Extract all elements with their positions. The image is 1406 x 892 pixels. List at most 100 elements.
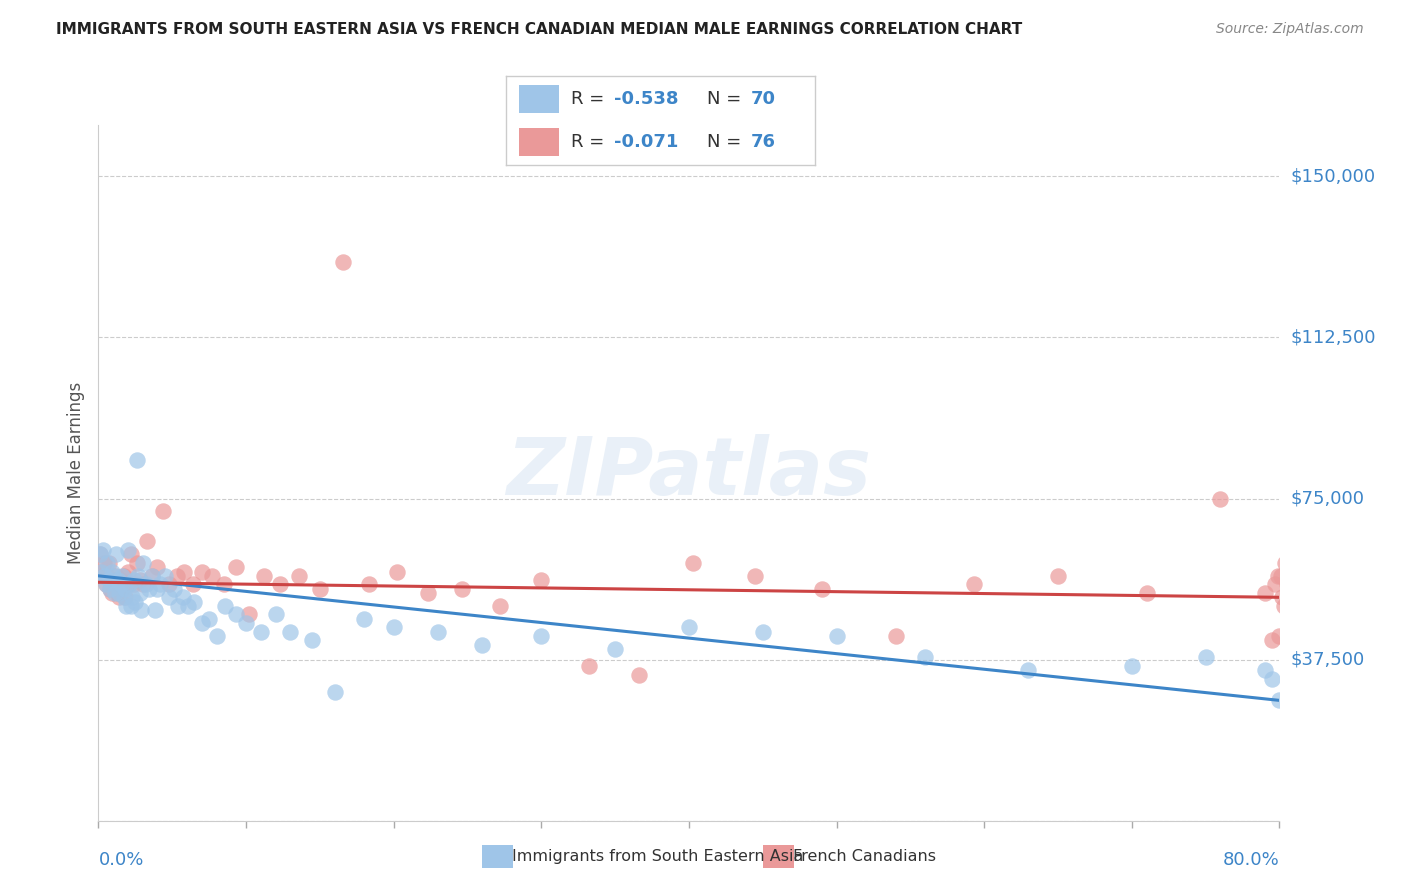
Point bbox=[111, 582, 134, 596]
Point bbox=[115, 599, 138, 613]
Point bbox=[115, 577, 138, 591]
Point bbox=[1282, 629, 1305, 643]
Point bbox=[110, 577, 132, 591]
Point bbox=[309, 582, 332, 596]
Point bbox=[884, 629, 907, 643]
Point bbox=[530, 573, 553, 587]
Point bbox=[157, 591, 180, 605]
Point bbox=[288, 569, 311, 583]
Point bbox=[212, 577, 235, 591]
Text: $150,000: $150,000 bbox=[1291, 168, 1375, 186]
Point bbox=[191, 616, 214, 631]
Point bbox=[198, 612, 221, 626]
Point bbox=[105, 547, 128, 561]
Point bbox=[98, 582, 121, 596]
Point bbox=[122, 573, 145, 587]
Point bbox=[97, 556, 120, 570]
Point bbox=[1195, 650, 1218, 665]
Point bbox=[110, 573, 132, 587]
Point bbox=[97, 573, 120, 587]
Point bbox=[120, 599, 142, 613]
Point bbox=[810, 582, 832, 596]
Text: N =: N = bbox=[707, 90, 747, 108]
Point bbox=[108, 586, 131, 600]
Text: Source: ZipAtlas.com: Source: ZipAtlas.com bbox=[1216, 22, 1364, 37]
Point bbox=[1271, 591, 1294, 605]
Point bbox=[128, 573, 150, 587]
Point bbox=[530, 629, 553, 643]
Point bbox=[129, 603, 152, 617]
Point bbox=[450, 582, 472, 596]
Point bbox=[103, 569, 125, 583]
Point bbox=[103, 573, 125, 587]
Point bbox=[172, 591, 194, 605]
Point bbox=[183, 594, 205, 608]
Point bbox=[225, 560, 247, 574]
Text: -0.538: -0.538 bbox=[614, 90, 679, 108]
Point bbox=[94, 577, 117, 591]
Point bbox=[181, 577, 204, 591]
Point bbox=[132, 556, 155, 570]
FancyBboxPatch shape bbox=[519, 128, 558, 156]
Point bbox=[167, 599, 190, 613]
Point bbox=[323, 685, 346, 699]
Point bbox=[107, 573, 129, 587]
Point bbox=[225, 607, 247, 622]
Point bbox=[141, 569, 163, 583]
Point bbox=[1261, 672, 1284, 686]
Point bbox=[385, 565, 408, 579]
Point bbox=[471, 638, 494, 652]
Point bbox=[1268, 693, 1291, 707]
Text: 0.0%: 0.0% bbox=[98, 851, 143, 869]
Point bbox=[1261, 633, 1284, 648]
Point bbox=[278, 624, 302, 639]
Point bbox=[427, 624, 450, 639]
Point bbox=[136, 534, 159, 549]
Point bbox=[201, 569, 224, 583]
Point bbox=[578, 659, 600, 673]
Text: Immigrants from South Eastern Asia: Immigrants from South Eastern Asia bbox=[512, 849, 803, 863]
Point bbox=[117, 543, 139, 558]
Point bbox=[105, 569, 128, 583]
Text: -0.071: -0.071 bbox=[614, 133, 679, 151]
Point bbox=[152, 504, 174, 518]
Point bbox=[1209, 491, 1232, 506]
Point bbox=[114, 591, 136, 605]
Point bbox=[166, 569, 188, 583]
Point bbox=[120, 547, 142, 561]
Point bbox=[94, 577, 117, 591]
Y-axis label: Median Male Earnings: Median Male Earnings bbox=[67, 382, 86, 564]
Point bbox=[127, 569, 149, 583]
Point bbox=[238, 607, 260, 622]
Point bbox=[357, 577, 380, 591]
Point bbox=[332, 255, 354, 269]
Point bbox=[125, 453, 148, 467]
Point bbox=[153, 569, 176, 583]
Point bbox=[124, 594, 146, 608]
Point bbox=[382, 620, 405, 634]
Point bbox=[751, 624, 773, 639]
Point bbox=[132, 577, 155, 591]
Point bbox=[1121, 659, 1143, 673]
Point bbox=[146, 560, 169, 574]
Point bbox=[353, 612, 375, 626]
Point bbox=[163, 582, 186, 596]
Point bbox=[93, 556, 115, 570]
Point bbox=[250, 624, 273, 639]
Point bbox=[235, 616, 257, 631]
Point bbox=[122, 577, 145, 591]
Point bbox=[96, 569, 118, 583]
Point bbox=[125, 556, 148, 570]
Point bbox=[104, 577, 127, 591]
Point bbox=[1274, 556, 1296, 570]
Point bbox=[111, 569, 134, 583]
Point bbox=[117, 565, 139, 579]
Point bbox=[627, 667, 650, 681]
Point bbox=[112, 591, 135, 605]
Point bbox=[825, 629, 848, 643]
Point bbox=[1279, 641, 1302, 656]
Point bbox=[1268, 629, 1291, 643]
Point bbox=[177, 599, 200, 613]
Point bbox=[963, 577, 986, 591]
Point bbox=[253, 569, 276, 583]
